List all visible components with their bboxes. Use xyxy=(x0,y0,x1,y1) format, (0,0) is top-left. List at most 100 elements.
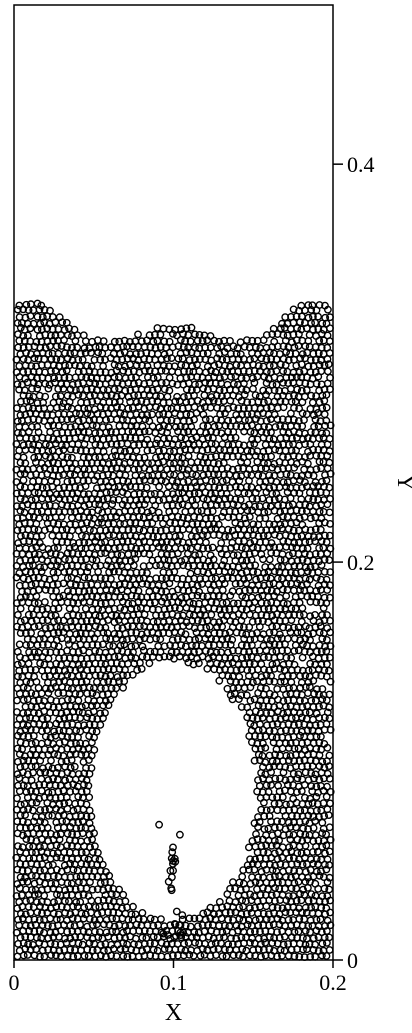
particle-point xyxy=(254,532,263,541)
particle-point xyxy=(27,629,35,637)
particle-point xyxy=(188,362,197,371)
particle-point xyxy=(249,384,257,393)
particle-point xyxy=(74,380,82,388)
particle-point xyxy=(212,648,221,657)
particle-point xyxy=(204,433,213,442)
particle-point xyxy=(218,477,227,486)
particle-point xyxy=(288,434,296,443)
particle-point xyxy=(68,855,76,864)
particle-point xyxy=(284,892,293,900)
particle-point xyxy=(177,557,186,565)
particle-point xyxy=(207,574,216,583)
particle-point xyxy=(218,575,227,584)
particle-point xyxy=(311,770,320,779)
particle-point xyxy=(223,648,232,657)
particle-point xyxy=(74,550,83,558)
particle-point xyxy=(32,434,41,443)
particle-point xyxy=(47,829,55,838)
particle-point xyxy=(246,355,254,364)
particle-point xyxy=(77,703,86,711)
particle-point xyxy=(278,904,287,913)
particle-point xyxy=(77,909,86,918)
particle-point xyxy=(19,343,28,352)
particle-point xyxy=(88,921,97,929)
particle-point xyxy=(165,447,174,456)
particle-point xyxy=(220,606,229,614)
particle-point xyxy=(143,411,152,419)
particle-point xyxy=(259,447,268,456)
particle-point xyxy=(301,622,310,631)
particle-point xyxy=(119,683,128,692)
particle-point xyxy=(93,885,102,894)
particle-point xyxy=(234,440,243,449)
particle-point xyxy=(294,417,303,425)
particle-point xyxy=(90,746,99,754)
particle-point xyxy=(35,927,44,935)
particle-point xyxy=(292,506,301,515)
particle-point xyxy=(109,908,118,917)
particle-point xyxy=(267,768,275,777)
particle-point xyxy=(128,670,137,679)
particle-point xyxy=(48,764,57,773)
particle-point xyxy=(86,391,94,400)
particle-point xyxy=(19,721,28,729)
particle-point xyxy=(43,411,51,419)
particle-point xyxy=(206,415,214,424)
particle-point xyxy=(61,361,69,370)
particle-point xyxy=(87,764,96,772)
particle-point xyxy=(243,920,252,929)
particle-point xyxy=(237,374,246,383)
particle-point xyxy=(284,733,293,742)
particle-point xyxy=(236,520,245,529)
particle-point xyxy=(157,587,166,596)
particle-point xyxy=(217,489,226,497)
particle-point xyxy=(220,483,229,492)
particle-point xyxy=(131,642,140,650)
particle-point xyxy=(83,398,91,407)
particle-point xyxy=(189,660,198,669)
particle-point xyxy=(155,820,164,829)
particle-point xyxy=(102,416,111,424)
particle-point xyxy=(294,927,303,936)
particle-point xyxy=(276,324,285,333)
particle-point xyxy=(91,453,100,462)
particle-point xyxy=(281,531,290,540)
particle-point xyxy=(221,494,230,503)
particle-point xyxy=(262,696,271,705)
particle-point xyxy=(201,915,210,924)
particle-point xyxy=(21,629,30,638)
particle-point xyxy=(132,568,141,577)
particle-point xyxy=(312,647,321,656)
particle-point xyxy=(168,636,177,644)
particle-point xyxy=(190,526,199,535)
particle-point xyxy=(143,435,152,444)
particle-point xyxy=(247,483,256,491)
particle-point xyxy=(95,453,104,462)
particle-point xyxy=(305,575,314,584)
particle-point xyxy=(91,379,100,388)
particle-point xyxy=(77,678,86,687)
particle-point xyxy=(309,934,318,943)
particle-point xyxy=(110,618,119,627)
particle-point xyxy=(279,355,288,363)
particle-point xyxy=(246,696,255,705)
particle-point xyxy=(270,337,279,346)
particle-point xyxy=(283,672,292,680)
particle-point xyxy=(173,561,182,570)
particle-point xyxy=(305,683,314,691)
particle-point xyxy=(44,837,53,845)
particle-point xyxy=(276,422,284,430)
particle-point xyxy=(17,891,26,900)
particle-point xyxy=(317,477,326,486)
particle-point xyxy=(44,494,53,503)
particle-point xyxy=(182,470,191,478)
particle-point xyxy=(55,593,64,602)
particle-point xyxy=(146,647,155,656)
particle-point xyxy=(132,544,141,553)
particle-point xyxy=(265,666,273,675)
particle-point xyxy=(73,866,82,875)
particle-point xyxy=(16,910,25,918)
particle-point xyxy=(115,458,124,467)
particle-point xyxy=(321,421,329,430)
particle-point xyxy=(134,330,142,339)
